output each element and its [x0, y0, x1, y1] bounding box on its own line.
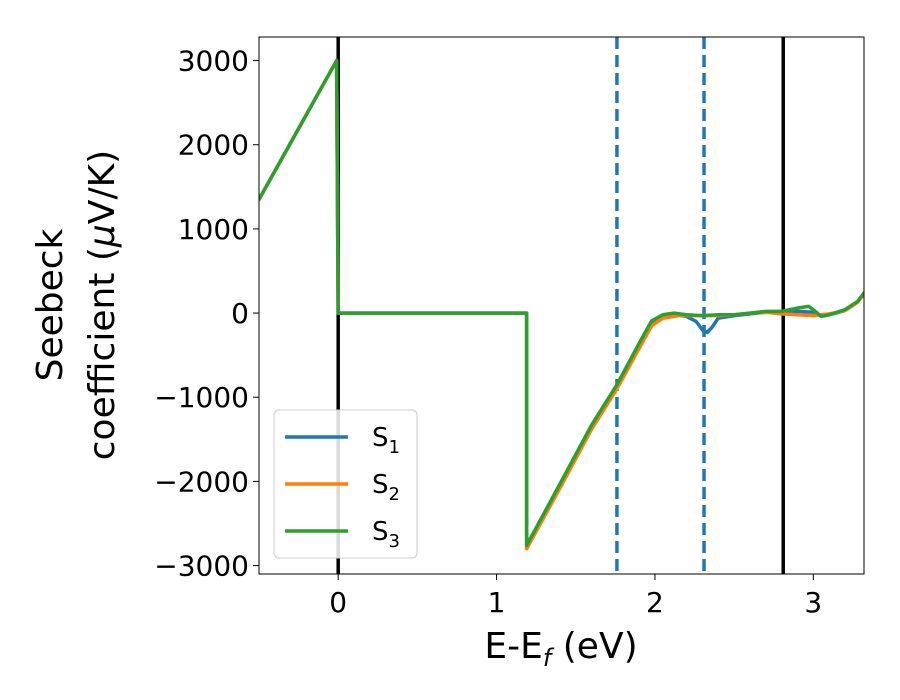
y-axis: 3000 2000 1000 0 −1000 −2000 −3000 [154, 45, 259, 583]
y-tick-label: −2000 [154, 465, 249, 498]
x-tick-label: 1 [488, 586, 506, 619]
series-line-s3 [259, 58, 864, 548]
y-tick-label: 1000 [178, 213, 249, 246]
y-axis-label-line1: Seebeck [30, 228, 71, 381]
x-tick-label: 2 [646, 586, 664, 619]
y-tick-label: 3000 [178, 45, 249, 78]
x-axis: 0 1 2 3 [329, 574, 822, 619]
y-tick-label: 0 [231, 297, 249, 330]
series-layer [259, 58, 864, 551]
legend-label-s1: S1 [372, 423, 400, 458]
legend-label-s2: S2 [372, 470, 400, 505]
legend-label-s3: S3 [372, 517, 400, 552]
y-tick-label: −3000 [154, 550, 249, 583]
x-tick-label: 3 [804, 586, 822, 619]
legend: S1 S2 S3 [273, 409, 418, 559]
x-tick-label: 0 [329, 586, 347, 619]
y-tick-label: −1000 [154, 381, 249, 414]
y-axis-label: Seebeck coefficient (μV/K) [30, 150, 123, 460]
plot-frame [258, 36, 865, 575]
y-axis-label-line2: coefficient (μV/K) [82, 150, 123, 460]
y-tick-label: 2000 [178, 129, 249, 162]
x-axis-label: E-Ef (eV) [484, 626, 637, 672]
